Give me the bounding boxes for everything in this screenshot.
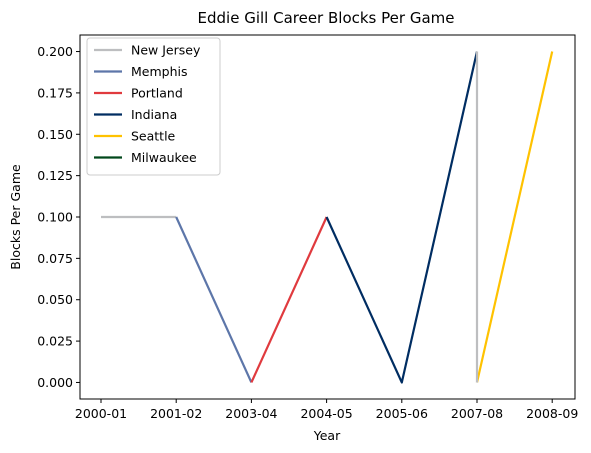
series-layer [101, 51, 554, 384]
x-axis-ticks: 2000-01 2001-02 2003-04 2004-05 2005-06 2007-… [75, 399, 578, 421]
chart-title: Eddie Gill Career Blocks Per Game [198, 9, 455, 27]
y-tick-label: 0.100 [37, 210, 73, 225]
y-tick-label: 0.050 [37, 292, 73, 307]
x-tick-label: 2005-06 [376, 406, 428, 421]
legend-label: Seattle [131, 129, 176, 144]
y-tick-label: 0.200 [37, 44, 73, 59]
y-axis-label: Blocks Per Game [8, 164, 23, 270]
y-tick-label: 0.125 [37, 168, 73, 183]
legend-label: Portland [131, 86, 183, 101]
x-tick-label: 2003-04 [225, 406, 277, 421]
x-tick-label: 2004-05 [300, 406, 352, 421]
y-tick-label: 0.025 [37, 334, 73, 349]
plot-frame [79, 34, 576, 400]
x-tick-label: 2008-09 [526, 406, 578, 421]
y-tick-label: 0.075 [37, 251, 73, 266]
x-tick-label: 2001-02 [150, 406, 202, 421]
series-line-portland-2 [250, 216, 328, 383]
y-tick-label: 0.175 [37, 85, 73, 100]
x-tick-label: 2007-08 [451, 406, 503, 421]
legend-label: Memphis [131, 64, 188, 79]
legend-label: Milwaukee [131, 150, 197, 165]
legend-label: New Jersey [131, 43, 201, 58]
x-axis-label: Year [313, 428, 341, 443]
series-line-memphis-1 [175, 216, 253, 383]
series-line-indiana-3 [325, 51, 479, 384]
y-axis-ticks: 0.000 0.025 0.050 0.075 0.100 0.125 0.150 0.175… [37, 44, 80, 390]
x-tick-label: 2000-01 [75, 406, 127, 421]
y-tick-label: 0.150 [37, 127, 73, 142]
y-tick-label: 0.000 [37, 375, 73, 390]
series-line-seattle-4 [475, 51, 554, 383]
legend-label: Indiana [131, 107, 177, 122]
legend: New Jersey Memphis Portland Indiana Seattle M… [86, 37, 221, 176]
